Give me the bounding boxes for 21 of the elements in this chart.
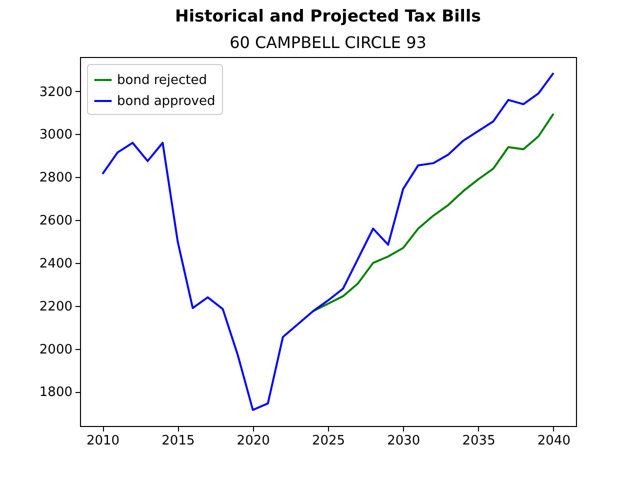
y-tick-label: 2400 (39, 256, 72, 272)
y-tick-label: 1800 (39, 385, 72, 400)
y-tick-label: 3000 (39, 128, 72, 143)
y-tick-label: 2800 (39, 170, 72, 186)
legend-label: bond rejected (117, 73, 207, 88)
x-tick-label: 2040 (537, 434, 570, 448)
legend-label: bond approved (117, 94, 216, 109)
x-tick-label: 2035 (462, 434, 496, 448)
chart-title: Historical and Projected Tax Bills (175, 6, 482, 26)
line-series (102, 72, 554, 411)
y-tick-label: 2000 (39, 342, 72, 358)
x-tick-label: 2025 (312, 434, 346, 448)
x-tick-label: 2015 (162, 434, 195, 448)
y-tick-label: 2200 (39, 299, 72, 314)
line-series (312, 112, 554, 312)
x-tick-label: 2010 (86, 434, 120, 448)
y-tick-label: 3200 (39, 84, 72, 100)
chart-subtitle: 60 CAMPBELL CIRCLE 93 (230, 33, 426, 52)
x-tick-label: 2030 (387, 434, 420, 448)
x-tick-label: 2020 (236, 434, 270, 448)
y-tick-label: 2600 (39, 214, 72, 229)
